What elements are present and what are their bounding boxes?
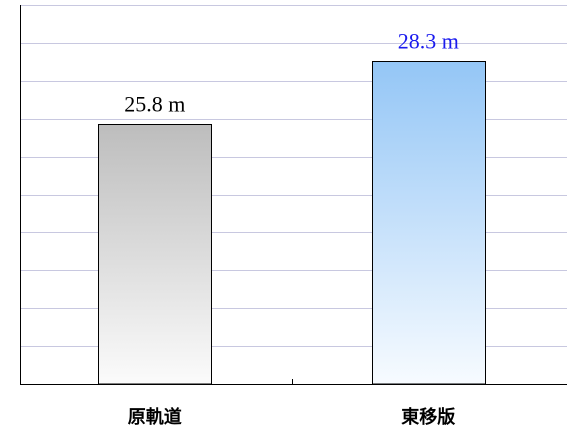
bars	[98, 61, 486, 385]
bar-1	[98, 124, 212, 385]
bar-2	[372, 61, 486, 385]
value-label-1: 25.8 m	[124, 92, 185, 117]
category-label-2: 東移版	[401, 406, 455, 428]
labels: 25.8 m 原軌道 28.3 m 東移版	[124, 29, 459, 429]
category-label-1: 原軌道	[128, 406, 182, 428]
x-axis	[20, 5, 567, 385]
value-label-2: 28.3 m	[398, 29, 459, 54]
